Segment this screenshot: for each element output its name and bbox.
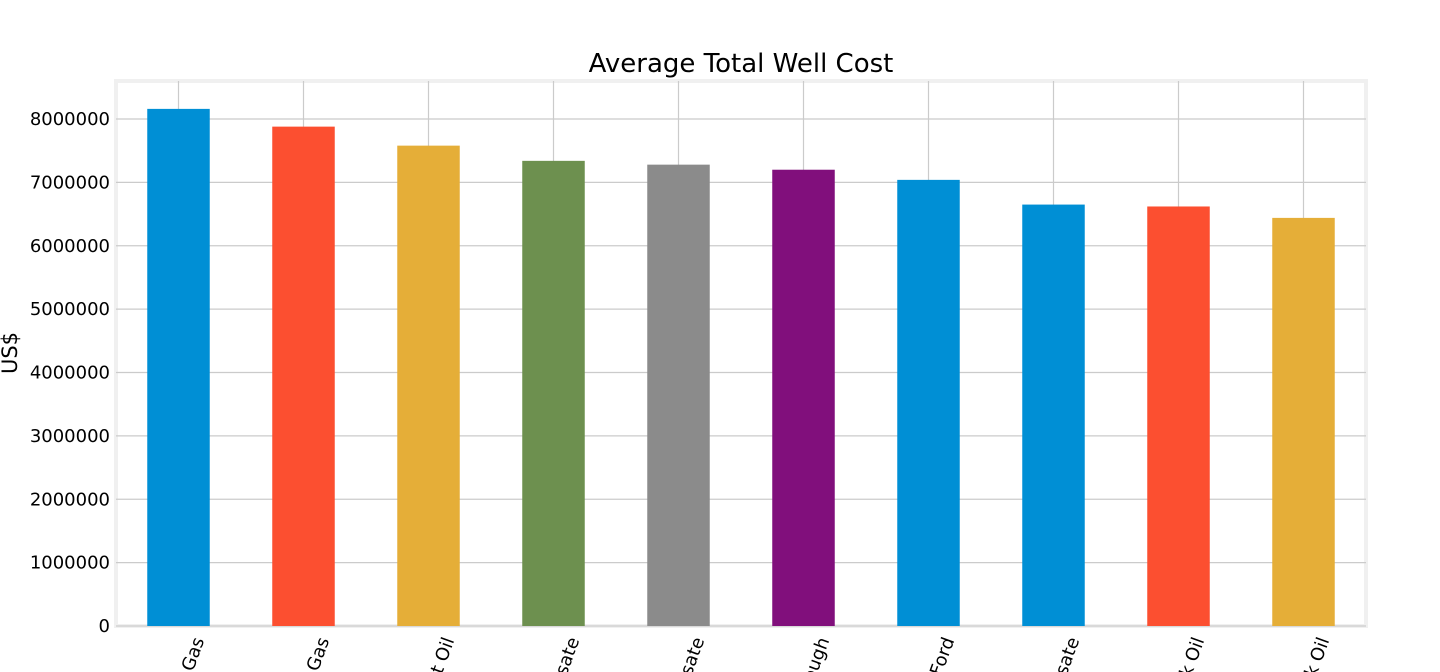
x-tick-label: sate (676, 635, 709, 672)
y-tick-label: 6000000 (30, 236, 110, 257)
x-tick-label: ough (799, 635, 834, 672)
x-tick-label: t Oil (427, 635, 459, 672)
y-tick-label: 3000000 (30, 426, 110, 447)
y-tick-label: 1000000 (30, 553, 110, 574)
bars (147, 108, 1335, 627)
y-tick-label: 4000000 (30, 363, 110, 384)
bar (647, 164, 710, 626)
bar (1022, 204, 1085, 627)
y-tick-label: 8000000 (30, 109, 110, 130)
x-tick-label: k Oil (1301, 635, 1335, 672)
bar (772, 169, 835, 626)
x-tick-labels: Gas Gas t Oil sate sate ough Ford sate k Oil k Oi… (178, 635, 1334, 672)
y-tick-labels: 0 1000000 2000000 3000000 4000000 5000000 6000… (30, 109, 110, 637)
bar (1147, 206, 1210, 626)
x-tick-label: Gas (178, 635, 209, 672)
y-tick-label: 5000000 (30, 299, 110, 320)
x-tick-label: Ford (926, 635, 959, 672)
y-tick-label: 0 (99, 616, 110, 637)
x-tick-label: sate (551, 635, 584, 672)
y-tick-label: 2000000 (30, 489, 110, 510)
x-tick-label: Gas (303, 635, 334, 672)
bar (272, 126, 335, 627)
bar (147, 108, 210, 626)
y-axis-label: US$ (0, 332, 22, 374)
bar (1272, 217, 1335, 626)
bar (897, 179, 960, 626)
y-tick-label: 7000000 (30, 172, 110, 193)
x-tick-label: k Oil (1176, 635, 1210, 672)
bar (522, 160, 585, 627)
bar (397, 145, 460, 627)
x-tick-label: sate (1051, 635, 1084, 672)
chart-title: Average Total Well Cost (589, 49, 894, 79)
